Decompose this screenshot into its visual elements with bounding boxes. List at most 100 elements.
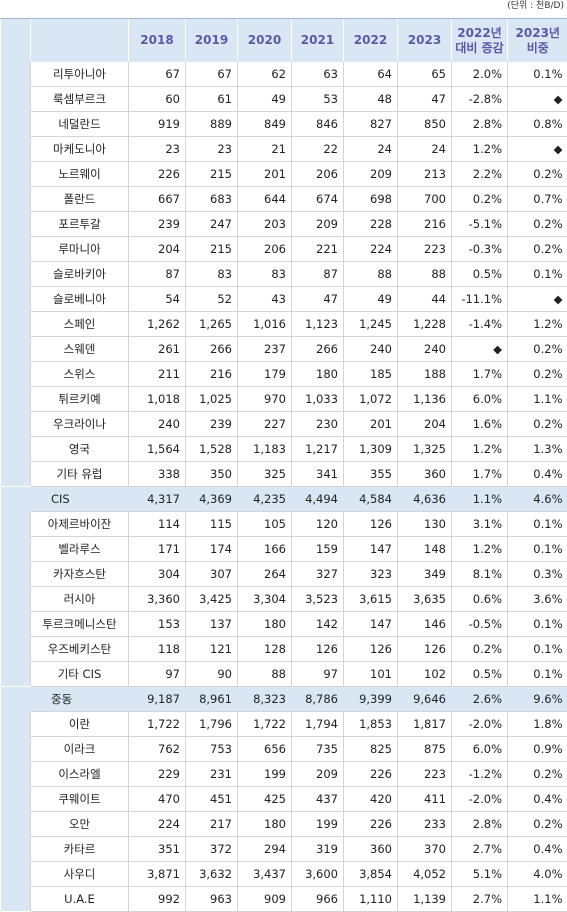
cell: 229 bbox=[129, 762, 186, 787]
cell: 1.2% bbox=[452, 537, 508, 562]
cell: 147 bbox=[344, 612, 398, 637]
cell: 1,025 bbox=[186, 387, 238, 412]
region-name: 중동 bbox=[31, 687, 129, 712]
cell: 3,600 bbox=[292, 862, 344, 887]
cell: 4,317 bbox=[129, 487, 186, 512]
cell: ◆ bbox=[508, 287, 567, 312]
cell: 44 bbox=[398, 287, 452, 312]
group-strip bbox=[1, 187, 31, 212]
group-strip bbox=[1, 737, 31, 762]
cell: 2.7% bbox=[452, 837, 508, 862]
cell: 338 bbox=[129, 462, 186, 487]
cell: 101 bbox=[344, 662, 398, 687]
group-strip bbox=[1, 362, 31, 387]
cell: 451 bbox=[186, 787, 238, 812]
cell: 0.2% bbox=[508, 237, 567, 262]
group-strip bbox=[1, 537, 31, 562]
cell: 118 bbox=[129, 637, 186, 662]
cell: 88 bbox=[238, 662, 292, 687]
cell: 97 bbox=[129, 662, 186, 687]
cell: 0.1% bbox=[508, 512, 567, 537]
cell: 223 bbox=[398, 762, 452, 787]
cell: 970 bbox=[238, 387, 292, 412]
cell: 217 bbox=[186, 812, 238, 837]
cell: 146 bbox=[398, 612, 452, 637]
group-strip bbox=[1, 612, 31, 637]
row-name: 이란 bbox=[31, 712, 129, 737]
cell: 327 bbox=[292, 562, 344, 587]
cell: 0.1% bbox=[508, 637, 567, 662]
cell: 226 bbox=[344, 762, 398, 787]
cell: 0.5% bbox=[452, 662, 508, 687]
cell: 126 bbox=[398, 637, 452, 662]
cell: 231 bbox=[186, 762, 238, 787]
cell: 199 bbox=[238, 762, 292, 787]
cell: 1,564 bbox=[129, 437, 186, 462]
cell: 130 bbox=[398, 512, 452, 537]
cell: 261 bbox=[129, 337, 186, 362]
group-strip bbox=[1, 137, 31, 162]
row-name: 루마니아 bbox=[31, 237, 129, 262]
cell: 180 bbox=[292, 362, 344, 387]
row-name: U.A.E bbox=[31, 887, 129, 912]
cell: 1,136 bbox=[398, 387, 452, 412]
cell: 1.2% bbox=[508, 312, 567, 337]
cell: 121 bbox=[186, 637, 238, 662]
cell: 211 bbox=[129, 362, 186, 387]
unit-label: (단위 : 천B/D) bbox=[0, 0, 567, 18]
row-name: 기타 유럽 bbox=[31, 462, 129, 487]
cell: 644 bbox=[238, 187, 292, 212]
cell: 0.2% bbox=[508, 762, 567, 787]
cell: -2.0% bbox=[452, 787, 508, 812]
cell: 3,632 bbox=[186, 862, 238, 887]
cell: 656 bbox=[238, 737, 292, 762]
cell: 1,817 bbox=[398, 712, 452, 737]
cell: 0.1% bbox=[508, 612, 567, 637]
cell: 227 bbox=[238, 412, 292, 437]
cell: 221 bbox=[292, 237, 344, 262]
row-name: 아제르바이잔 bbox=[31, 512, 129, 537]
cell: 1.8% bbox=[508, 712, 567, 737]
header-cell bbox=[1, 19, 31, 63]
cell: 919 bbox=[129, 112, 186, 137]
cell: 180 bbox=[238, 812, 292, 837]
header-line: 2022년 bbox=[452, 26, 507, 41]
group-strip bbox=[1, 412, 31, 437]
cell: 0.2% bbox=[508, 412, 567, 437]
header-cell: 2023 bbox=[398, 19, 452, 63]
cell: 67 bbox=[129, 62, 186, 87]
cell: 3,871 bbox=[129, 862, 186, 887]
row-name: 우즈베키스탄 bbox=[31, 637, 129, 662]
cell: 355 bbox=[344, 462, 398, 487]
cell: 126 bbox=[344, 512, 398, 537]
cell: 2.8% bbox=[452, 812, 508, 837]
cell: 683 bbox=[186, 187, 238, 212]
cell: 1,325 bbox=[398, 437, 452, 462]
cell: 351 bbox=[129, 837, 186, 862]
cell: 2.8% bbox=[452, 112, 508, 137]
cell: 0.2% bbox=[452, 187, 508, 212]
row-name: 네덜란드 bbox=[31, 112, 129, 137]
cell: 1,794 bbox=[292, 712, 344, 737]
cell: 4,636 bbox=[398, 487, 452, 512]
cell: 153 bbox=[129, 612, 186, 637]
cell: 846 bbox=[292, 112, 344, 137]
group-strip bbox=[1, 562, 31, 587]
cell: 4.6% bbox=[508, 487, 567, 512]
cell: 47 bbox=[292, 287, 344, 312]
group-strip bbox=[1, 637, 31, 662]
cell: 226 bbox=[344, 812, 398, 837]
cell: 23 bbox=[129, 137, 186, 162]
